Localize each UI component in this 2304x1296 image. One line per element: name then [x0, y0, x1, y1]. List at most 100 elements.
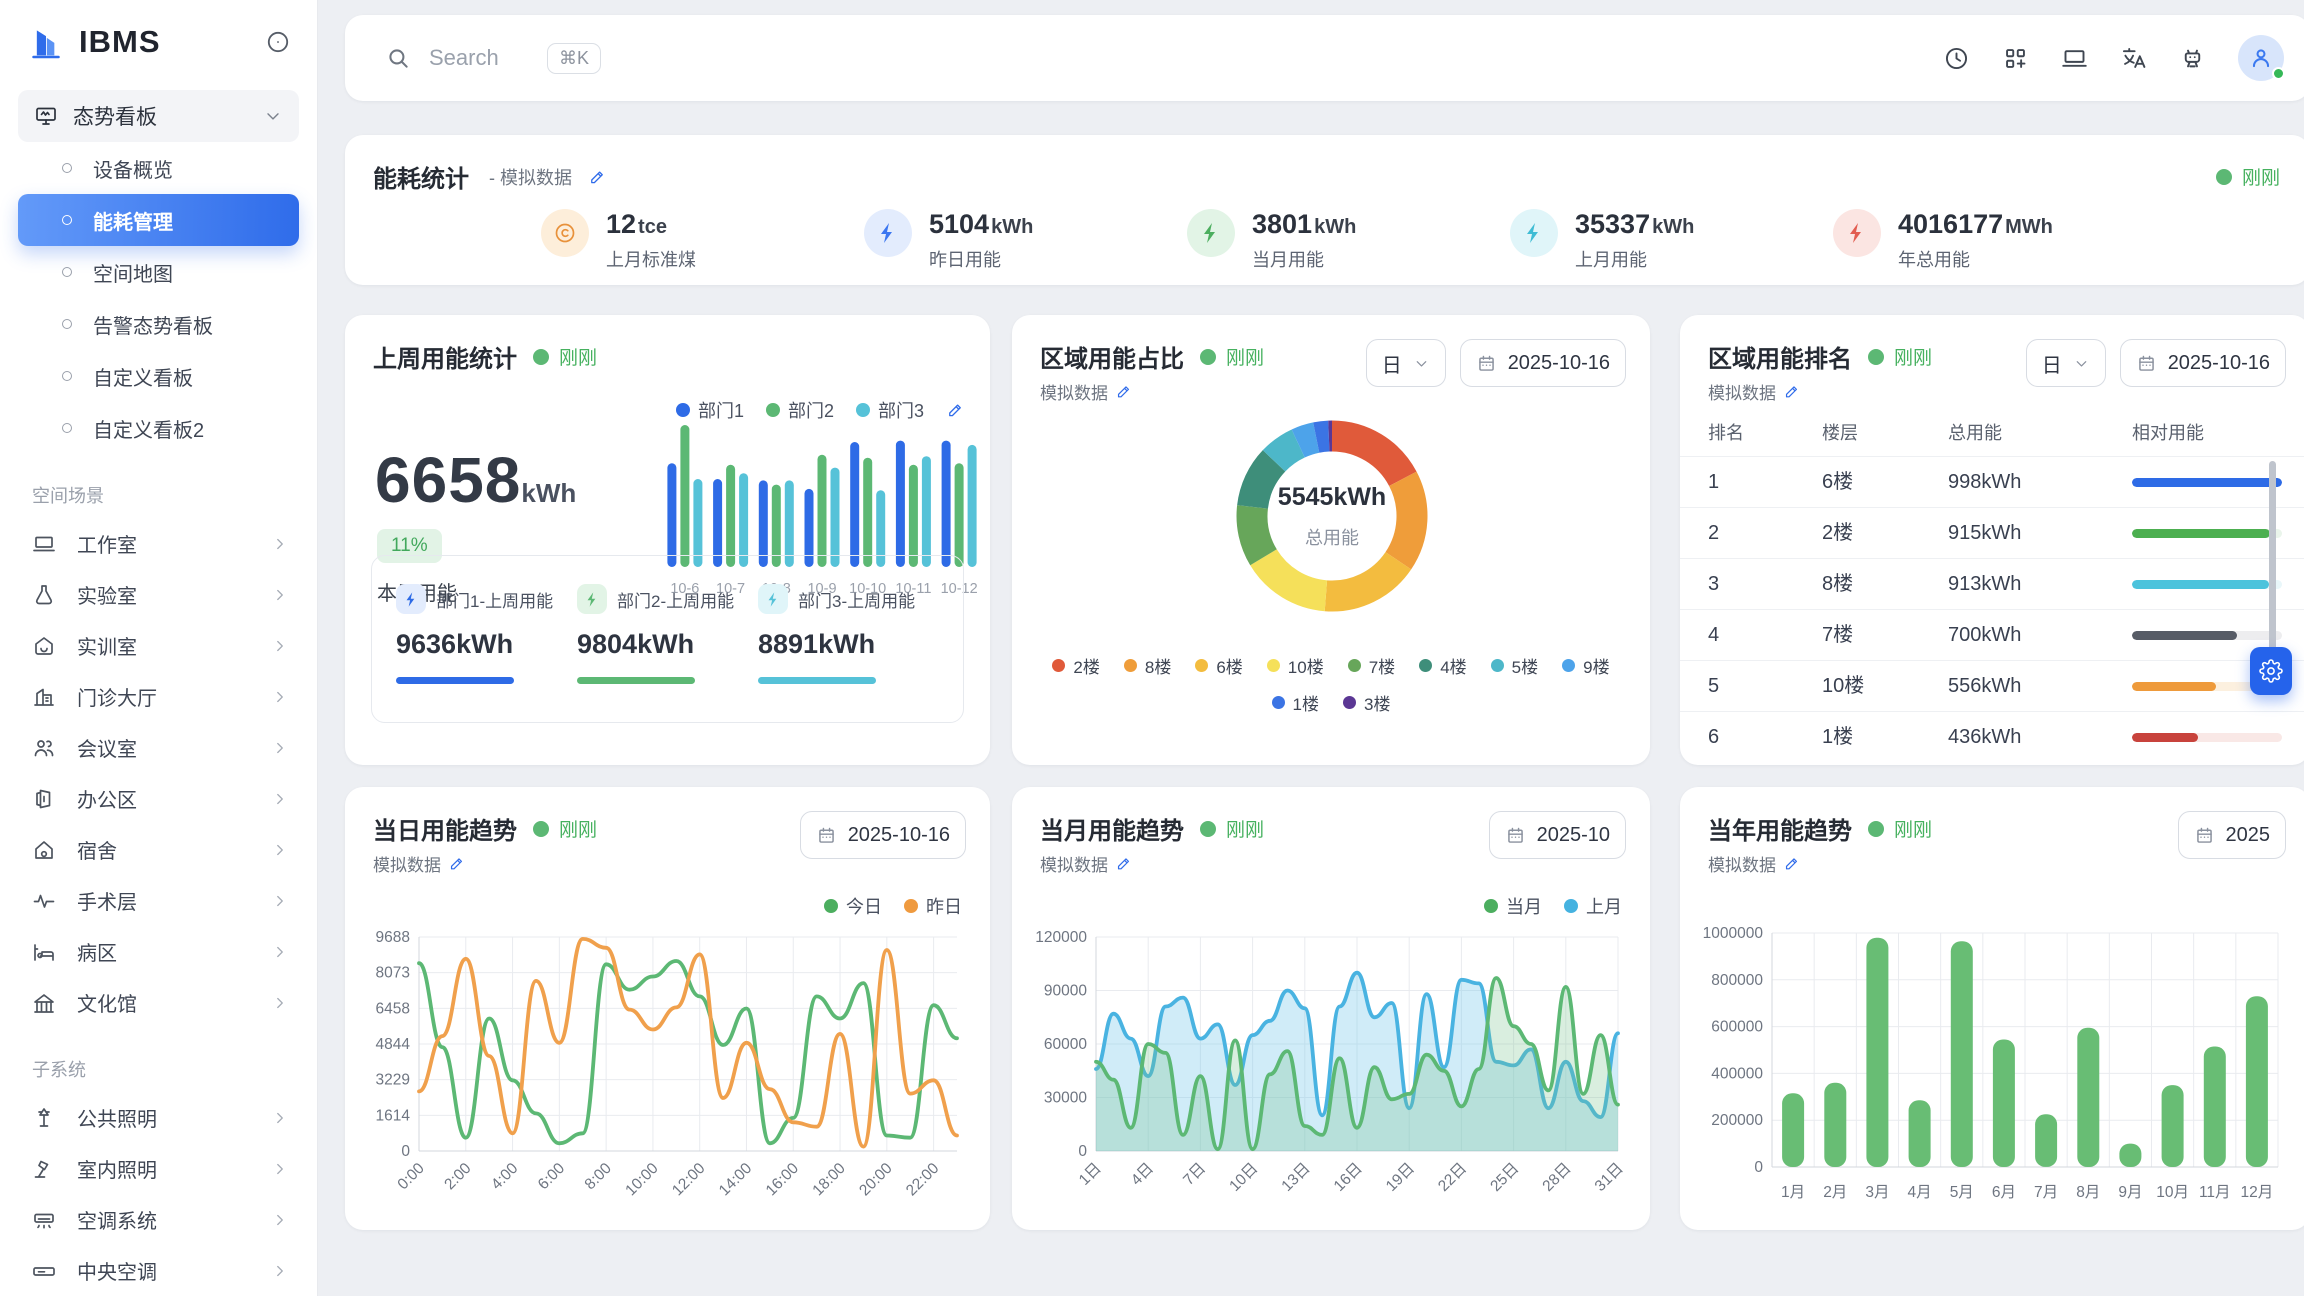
edit-icon[interactable]	[1783, 855, 1800, 872]
sidebar-item-告警态势看板[interactable]: 告警态势看板	[18, 298, 299, 350]
sidebar-item-宿舍[interactable]: 宿舍	[18, 824, 299, 875]
laptop-icon[interactable]	[2061, 45, 2088, 72]
svg-text:0:00: 0:00	[394, 1160, 428, 1194]
legend-item-6楼[interactable]: 6楼	[1195, 653, 1243, 678]
sidebar-item-能耗管理[interactable]: 能耗管理	[18, 194, 299, 246]
legend-item-7楼[interactable]: 7楼	[1347, 653, 1395, 678]
legend-item-今日[interactable]: 今日	[824, 893, 882, 919]
edit-icon[interactable]	[1115, 855, 1132, 872]
apps-icon[interactable]	[2002, 45, 2029, 72]
office-icon	[32, 787, 56, 811]
donut-legend: 2楼 8楼 6楼 10楼 7楼 4楼 5楼 9楼 1楼 3楼	[1028, 653, 1634, 715]
legend-item-1楼[interactable]: 1楼	[1271, 690, 1319, 715]
legend-item-4楼[interactable]: 4楼	[1419, 653, 1467, 678]
legend-item-8楼[interactable]: 8楼	[1123, 653, 1171, 678]
dept-bar	[396, 677, 514, 684]
weekly-title: 上周用能统计	[373, 346, 517, 373]
edit-icon[interactable]	[448, 855, 465, 872]
sidebar-item-手术层[interactable]: 手术层	[18, 875, 299, 926]
settings-fab[interactable]	[2250, 647, 2292, 695]
legend-item-上月[interactable]: 上月	[1564, 893, 1622, 919]
daily-trend-card: 当日用能趋势 刚刚 模拟数据 2025-10-16 今日 昨日 0 1614 3229…	[345, 787, 990, 1230]
energy-stat-年总用能: 4016177 MWh 年总用能	[1833, 209, 2156, 272]
translate-icon[interactable]	[2120, 45, 2147, 72]
period-select[interactable]: 日	[1365, 339, 1446, 387]
sidebar-item-实验室[interactable]: 实验室	[18, 569, 299, 620]
date-picker[interactable]: 2025-10-16	[2119, 339, 2286, 387]
legend-item-10楼[interactable]: 10楼	[1266, 653, 1324, 678]
legend-item-部门3[interactable]: 部门3	[855, 397, 924, 423]
search-input[interactable]	[429, 45, 547, 71]
edit-icon[interactable]	[946, 401, 964, 419]
svg-text:18:00: 18:00	[809, 1160, 849, 1200]
source-label: 模拟数据	[1708, 384, 1776, 403]
clock-icon[interactable]	[1943, 45, 1970, 72]
dept-bar	[758, 677, 876, 684]
table-row-10楼: 5 10楼 556kWh	[1680, 661, 2304, 712]
sidebar-item-门诊大厅[interactable]: 门诊大厅	[18, 671, 299, 722]
svg-text:10日: 10日	[1226, 1160, 1261, 1195]
sidebar-item-文化馆[interactable]: 文化馆	[18, 977, 299, 1028]
table-row-1楼: 6 1楼 436kWh	[1680, 712, 2304, 763]
table-body: 1 6楼 998kWh 2 2楼 915kWh 3 8楼 913kWh 4 7楼…	[1680, 457, 2304, 763]
svg-text:0: 0	[1078, 1143, 1087, 1160]
date-picker[interactable]: 2025-10-16	[799, 811, 966, 859]
sidebar-item-空间地图[interactable]: 空间地图	[18, 246, 299, 298]
sidebar-item-设备概览[interactable]: 设备概览	[18, 142, 299, 194]
legend-item-2楼[interactable]: 2楼	[1052, 653, 1100, 678]
sidebar-item-会议室[interactable]: 会议室	[18, 722, 299, 773]
sidebar-item-自定义看板2[interactable]: 自定义看板2	[18, 402, 299, 454]
sidebar-item-公共照明[interactable]: 公共照明	[18, 1092, 299, 1143]
svg-text:800000: 800000	[1711, 972, 1763, 989]
date-picker[interactable]: 2025	[2177, 811, 2286, 859]
svg-text:8073: 8073	[376, 965, 410, 982]
legend-item-部门1[interactable]: 部门1	[675, 397, 744, 423]
svg-text:4日: 4日	[1128, 1160, 1157, 1189]
ranking-title: 区域用能排名	[1708, 346, 1852, 373]
date-picker[interactable]: 2025-10-16	[1459, 339, 1626, 387]
edit-icon[interactable]	[1783, 383, 1800, 400]
monthly-trend-card: 当月用能趋势 刚刚 模拟数据 2025-10 当月 上月 0 30000 60000 9…	[1012, 787, 1650, 1230]
svg-text:4844: 4844	[376, 1036, 411, 1053]
refresh-status: 刚刚	[1868, 343, 1932, 370]
sidebar-item-办公区[interactable]: 办公区	[18, 773, 299, 824]
svg-text:9688: 9688	[376, 929, 410, 946]
scrollbar-thumb[interactable]	[2269, 461, 2276, 661]
relative-usage-bar	[2132, 478, 2282, 487]
robot-icon[interactable]	[2179, 45, 2206, 72]
sidebar-item-中央空调[interactable]: 中央空调	[18, 1245, 299, 1296]
avatar[interactable]	[2238, 35, 2285, 81]
calendar-icon	[2136, 353, 2157, 374]
sidebar-item-自定义看板[interactable]: 自定义看板	[18, 350, 299, 402]
sidebar-item-实训室[interactable]: 实训室	[18, 620, 299, 671]
svg-text:3229: 3229	[376, 1072, 410, 1089]
svg-text:2月: 2月	[1823, 1184, 1847, 1201]
period-select[interactable]: 日	[2025, 339, 2106, 387]
sidebar-item-病区[interactable]: 病区	[18, 926, 299, 977]
svg-text:6458: 6458	[376, 1000, 410, 1017]
legend-item-昨日[interactable]: 昨日	[904, 893, 962, 919]
relative-usage-bar	[2132, 529, 2282, 538]
legend-item-5楼[interactable]: 5楼	[1490, 653, 1538, 678]
home-icon	[32, 838, 56, 862]
legend-item-3楼[interactable]: 3楼	[1343, 690, 1390, 715]
sidebar-collapse-icon[interactable]	[265, 29, 291, 55]
monthly-legend: 当月 上月	[1484, 893, 1622, 919]
edit-icon[interactable]	[588, 168, 606, 186]
monthly-title: 当月用能趋势	[1040, 818, 1184, 845]
date-picker[interactable]: 2025-10	[1488, 811, 1626, 859]
sidebar-item-工作室[interactable]: 工作室	[18, 518, 299, 569]
svg-text:5月: 5月	[1950, 1184, 1974, 1201]
svg-text:120000: 120000	[1035, 929, 1087, 946]
edit-icon[interactable]	[1115, 383, 1132, 400]
legend-item-9楼[interactable]: 9楼	[1562, 653, 1610, 678]
legend-item-部门2[interactable]: 部门2	[765, 397, 834, 423]
sidebar-item-室内照明[interactable]: 室内照明	[18, 1143, 299, 1194]
sidebar-group-dashboard[interactable]: 态势看板	[18, 90, 299, 142]
energy-stats-row: 12 tce 上月标准煤 5104 kWh 昨日用能 3801 kWh 当月用能 35337…	[541, 209, 2156, 272]
search-icon	[385, 45, 411, 71]
sidebar-item-空调系统[interactable]: 空调系统	[18, 1194, 299, 1245]
svg-text:10-11: 10-11	[895, 581, 931, 597]
legend-item-当月[interactable]: 当月	[1484, 893, 1542, 919]
